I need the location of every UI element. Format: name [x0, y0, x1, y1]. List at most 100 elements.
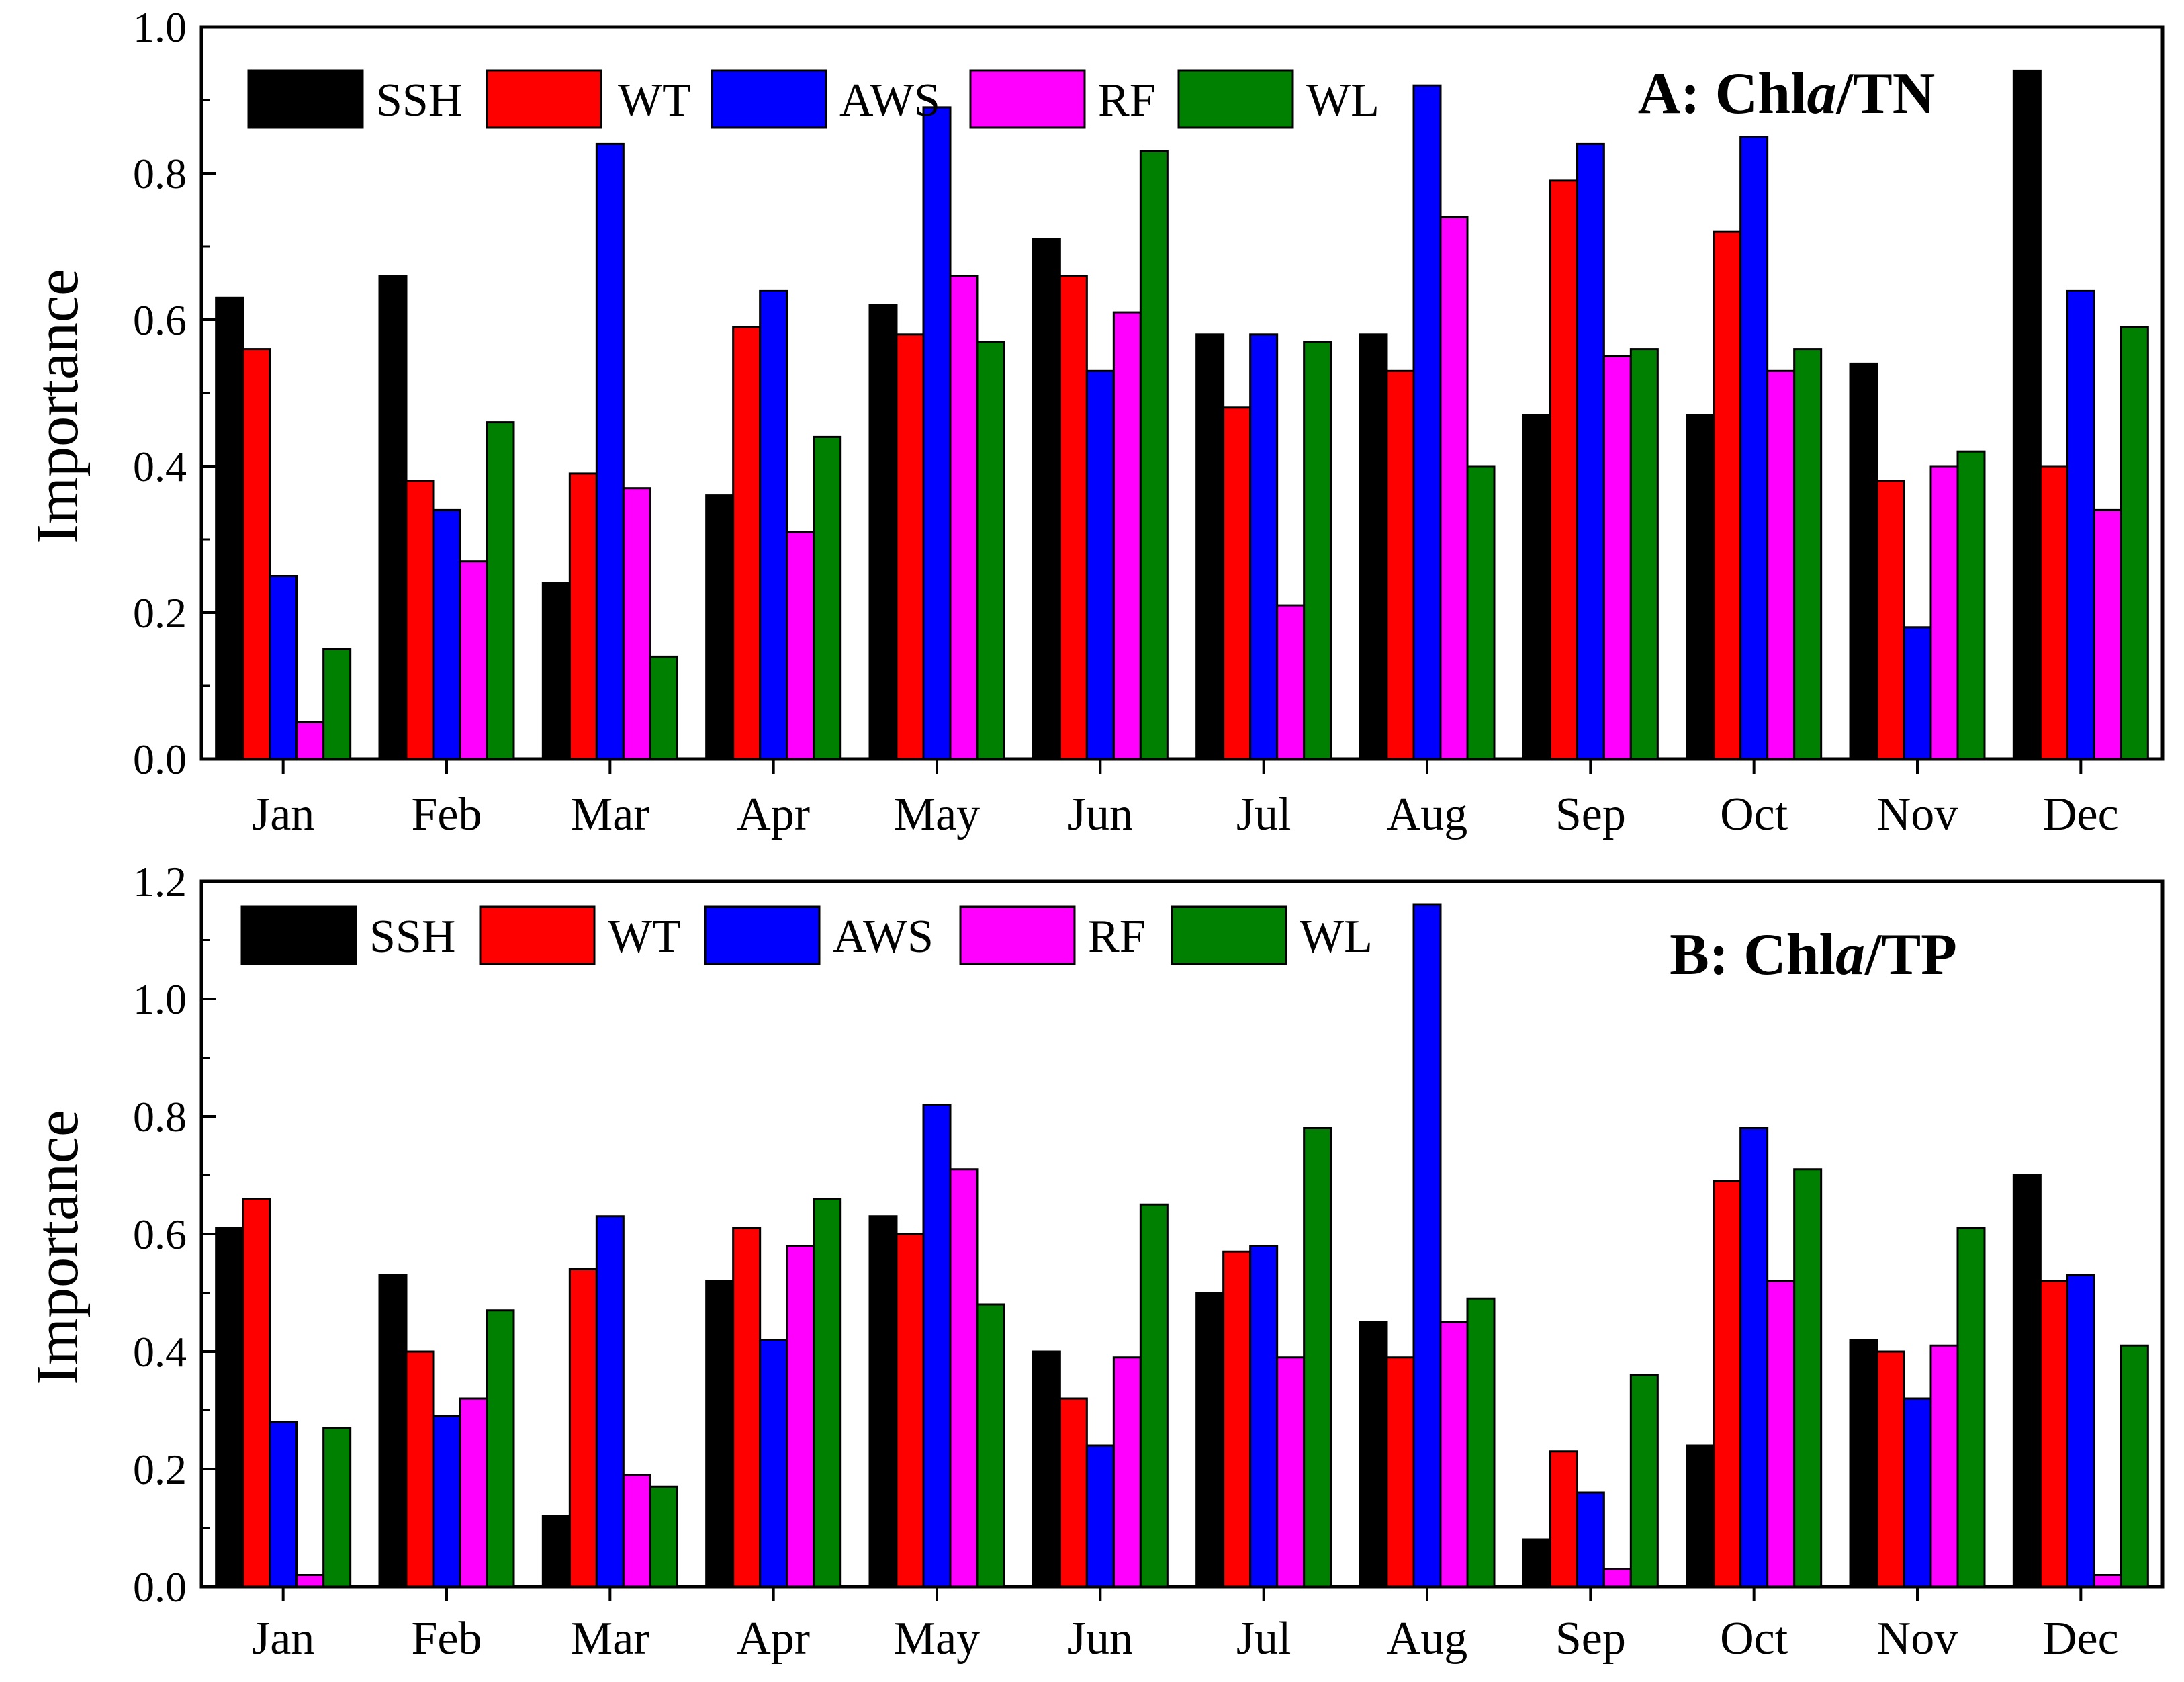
bar-wt-jan	[242, 348, 271, 760]
bar-rf-dec	[2093, 508, 2122, 760]
x-tick-label: Mar	[571, 789, 649, 840]
bar-wl-mar	[649, 655, 678, 760]
bar-wl-sep	[1629, 348, 1659, 760]
panel-title-part: /TN	[1836, 61, 1936, 126]
bar-ssh-jul	[1195, 333, 1225, 760]
panel-title-part: /TP	[1864, 922, 1957, 987]
bar-ssh-dec	[2012, 69, 2042, 760]
bar-aws-jan	[269, 575, 298, 760]
bar-wl-nov	[1956, 1227, 1986, 1588]
y-tick-label: 0.2	[133, 1446, 187, 1493]
bar-aws-apr	[759, 1339, 788, 1588]
bar-wt-jul	[1222, 406, 1252, 760]
bar-wt-may	[895, 333, 925, 760]
bar-rf-mar	[622, 487, 651, 760]
bar-wl-jul	[1303, 341, 1332, 760]
legend-swatch-aws	[704, 905, 821, 965]
y-tick-label: 0.8	[133, 150, 187, 197]
bar-aws-jun	[1085, 1444, 1115, 1588]
bar-rf-jan	[295, 721, 325, 760]
bar-wt-oct	[1713, 1180, 1742, 1588]
panel-title-part: B: Chl	[1670, 922, 1835, 987]
legend-swatch-ssh	[240, 905, 357, 965]
legend-swatch-wt	[479, 905, 596, 965]
bar-wt-feb	[405, 1350, 435, 1588]
bar-aws-jul	[1249, 333, 1279, 760]
bar-wt-dec	[2039, 1280, 2068, 1588]
bar-aws-mar	[595, 142, 625, 760]
bar-wt-aug	[1385, 369, 1415, 760]
bar-aws-nov	[1903, 626, 1932, 760]
x-tick-label: Nov	[1877, 789, 1958, 840]
legend-swatch-rf	[969, 69, 1086, 129]
bar-wt-feb	[405, 480, 435, 760]
bar-wl-may	[976, 341, 1005, 760]
bar-wl-jun	[1139, 150, 1169, 760]
bar-ssh-mar	[541, 1515, 571, 1588]
x-tick-label: Apr	[737, 1613, 810, 1665]
y-axis-title: Importance	[24, 1110, 91, 1385]
bar-rf-jan	[295, 1574, 325, 1588]
bar-ssh-jun	[1032, 1350, 1061, 1588]
bar-rf-jul	[1276, 1356, 1306, 1588]
legend-label-aws: AWS	[833, 911, 934, 963]
bar-wt-nov	[1876, 1350, 1905, 1588]
legend-swatch-ssh	[247, 69, 364, 129]
bar-wl-oct	[1793, 1168, 1823, 1588]
panel-title: A: Chla/TN	[1638, 61, 1936, 126]
legend-swatch-wt	[486, 69, 602, 129]
bar-wl-apr	[813, 435, 842, 760]
bar-ssh-aug	[1359, 1321, 1388, 1588]
bar-wl-aug	[1466, 465, 1496, 760]
bar-ssh-apr	[705, 1280, 735, 1588]
bar-rf-apr	[786, 531, 815, 760]
legend-swatch-wl	[1177, 69, 1294, 129]
bar-aws-jan	[269, 1421, 298, 1588]
bar-wt-mar	[568, 1268, 598, 1588]
y-axis-title: Importance	[24, 269, 91, 544]
legend-label-ssh: SSH	[376, 75, 462, 126]
bar-aws-jul	[1249, 1245, 1279, 1588]
chart-panel-a: 0.0 0.2 0.4 0.6 0.8 1.0 Importance Jan Feb Mar Apr…	[24, 3, 2165, 840]
bar-aws-apr	[759, 289, 788, 760]
x-tick-label: Jan	[252, 789, 314, 840]
y-tick-label: 1.0	[133, 975, 187, 1023]
bar-wt-jan	[242, 1198, 271, 1588]
bar-wt-dec	[2039, 465, 2068, 760]
bar-ssh-aug	[1359, 333, 1388, 760]
bar-wt-jul	[1222, 1250, 1252, 1588]
bar-ssh-may	[868, 304, 898, 760]
legend-label-rf: RF	[1098, 75, 1156, 126]
bar-wl-mar	[649, 1485, 678, 1588]
legend-label-wt: WT	[618, 75, 691, 126]
x-tick-label: Apr	[737, 789, 810, 840]
bar-ssh-apr	[705, 494, 735, 760]
bar-wl-may	[976, 1303, 1005, 1588]
bar-aws-jun	[1085, 369, 1115, 760]
bar-ssh-sep	[1522, 414, 1551, 760]
bar-ssh-oct	[1686, 414, 1715, 760]
bar-wt-apr	[732, 326, 762, 760]
y-tick-label: 0.8	[133, 1093, 187, 1141]
bar-rf-apr	[786, 1245, 815, 1588]
x-tick-label: Dec	[2043, 1613, 2119, 1665]
panel-title-part: a	[1835, 922, 1865, 987]
legend-label-wl: WL	[1306, 75, 1379, 126]
bar-aws-may	[922, 1104, 952, 1588]
y-tick-label: 0.0	[133, 736, 187, 783]
bar-aws-oct	[1739, 1127, 1769, 1588]
x-tick-label: Oct	[1720, 1613, 1788, 1665]
bar-rf-dec	[2093, 1574, 2122, 1588]
bar-ssh-jan	[215, 1227, 244, 1588]
bar-wl-apr	[813, 1198, 842, 1588]
bar-ssh-jul	[1195, 1292, 1225, 1588]
legend-swatch-aws	[711, 69, 827, 129]
bar-wl-aug	[1466, 1297, 1496, 1588]
bar-rf-sep	[1602, 1568, 1632, 1588]
bar-ssh-nov	[1849, 1339, 1878, 1588]
bar-wl-sep	[1629, 1374, 1659, 1588]
bar-rf-may	[949, 275, 979, 760]
bar-aws-aug	[1412, 903, 1442, 1588]
bar-aws-feb	[432, 508, 461, 760]
